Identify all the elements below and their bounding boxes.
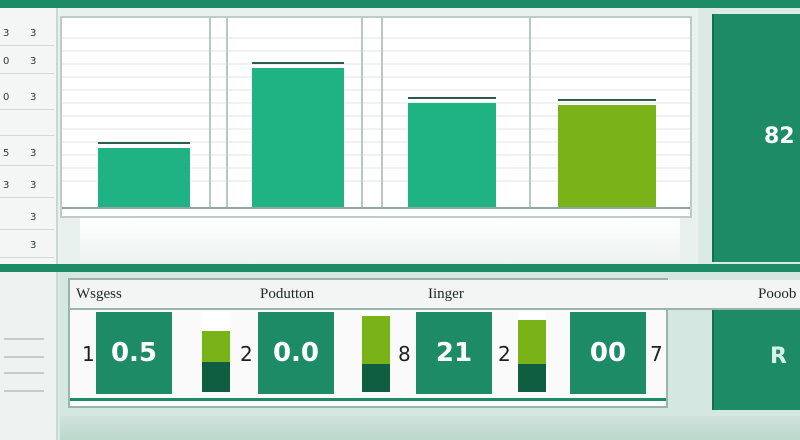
- row-label-b: 3: [30, 56, 37, 67]
- row-label[interactable]: 3: [0, 234, 54, 258]
- chart-bar-cap: [408, 97, 496, 99]
- metric-stack: [518, 312, 546, 392]
- row-label-a: 0: [3, 56, 10, 67]
- row-label-b: 3: [30, 92, 37, 103]
- metric-stack: [362, 312, 390, 392]
- row-label-b: 3: [30, 28, 37, 39]
- bar-chart: [62, 18, 690, 209]
- chart-bar[interactable]: [408, 103, 496, 208]
- bottom-left-panel: [0, 272, 58, 440]
- metric-index: 2: [240, 342, 253, 366]
- stack-segment-dark: [518, 364, 546, 392]
- header-label: Pooob: [758, 286, 797, 302]
- metric-value: 21: [435, 338, 473, 368]
- chart-bar-cap: [98, 142, 190, 144]
- left-row-panel: 3 3 0 3 0 3 5 3 3 3 3 3: [0, 8, 58, 264]
- metric-tile[interactable]: 0.0: [258, 312, 334, 394]
- row-label-a: 3: [3, 28, 10, 39]
- stack-segment-dark: [362, 364, 390, 392]
- metrics-card: Wsgess Podutton Iinger Pooob 1 0.5 2 0.0…: [68, 278, 800, 408]
- header-label: Wsgess: [76, 286, 122, 302]
- metrics-row: 1 0.5 2 0.0 8 21 2 00 7: [70, 310, 666, 401]
- divider: [4, 356, 44, 358]
- metric-tile[interactable]: 21: [416, 312, 492, 394]
- header-label: Podutton: [260, 286, 315, 302]
- header-label: Iinger: [428, 286, 464, 302]
- metric-index: 1: [82, 342, 95, 366]
- metric-value: 0.5: [110, 338, 158, 368]
- chart-bar-cap: [252, 62, 344, 64]
- bottom-glow: [60, 416, 800, 440]
- divider: [4, 338, 44, 340]
- metric-stack: [202, 312, 230, 392]
- metric-tile[interactable]: 00: [570, 312, 646, 394]
- row-label-a: 0: [3, 92, 10, 103]
- stack-segment-light: [202, 331, 230, 362]
- row-label[interactable]: 3: [0, 206, 54, 230]
- chart-bar[interactable]: [558, 105, 656, 208]
- metric-index: 2: [498, 342, 511, 366]
- row-label[interactable]: 5 3: [0, 142, 54, 166]
- metric-value: 0.0: [272, 338, 320, 368]
- stack-segment-dark: [202, 361, 230, 392]
- metric-value: 00: [589, 338, 627, 368]
- section-separator: [0, 264, 800, 272]
- divider: [4, 390, 44, 392]
- row-label[interactable]: 3 3: [0, 174, 54, 198]
- kpi-card-bottom[interactable]: R: [712, 310, 800, 410]
- row-label[interactable]: 0 3: [0, 86, 54, 110]
- metric-tile[interactable]: 0.5: [96, 312, 172, 394]
- row-label-a: 3: [3, 180, 10, 191]
- divider: [4, 372, 44, 374]
- row-label-b: 3: [30, 148, 37, 159]
- row-label-a: 5: [3, 148, 10, 159]
- top-accent-bar: [0, 0, 800, 8]
- row-label[interactable]: [0, 112, 54, 136]
- bar-chart-card: [60, 16, 692, 218]
- row-label-b: 3: [30, 240, 37, 251]
- chart-bar[interactable]: [98, 148, 190, 208]
- metric-index-trailing: 7: [650, 342, 663, 366]
- metrics-bottom-rule: [70, 398, 666, 401]
- row-label-b: 3: [30, 212, 37, 223]
- chart-bar[interactable]: [252, 68, 344, 208]
- stack-segment-light: [518, 320, 546, 364]
- row-label[interactable]: 0 3: [0, 50, 54, 74]
- row-label[interactable]: 3 3: [0, 22, 54, 46]
- kpi-bottom-value: R: [770, 344, 787, 369]
- metrics-header: Wsgess Podutton Iinger Pooob: [70, 280, 800, 310]
- chart-base-strip: [80, 218, 680, 262]
- stack-segment-light: [362, 316, 390, 364]
- row-label-b: 3: [30, 180, 37, 191]
- chart-bar-cap: [558, 99, 656, 101]
- metric-index: 8: [398, 342, 411, 366]
- kpi-card-top[interactable]: 82: [712, 14, 800, 262]
- kpi-top-value: 82: [764, 124, 795, 149]
